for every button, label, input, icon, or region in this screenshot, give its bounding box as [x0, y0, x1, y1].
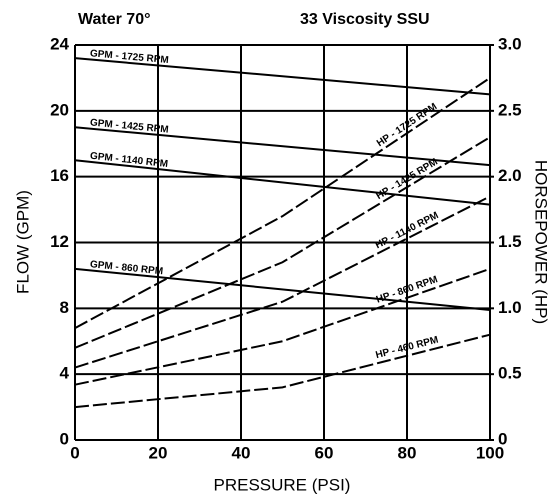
series-line	[74, 159, 491, 206]
y-tick-label: 4	[60, 364, 70, 383]
y-tick-label: 16	[50, 166, 69, 185]
x-axis-label: PRESSURE (PSI)	[214, 475, 351, 494]
y2-tick-label: 1.5	[498, 232, 522, 251]
y2-tick-label: 0.5	[498, 364, 522, 383]
series-label: GPM - 1140 RPM	[89, 151, 168, 170]
x-tick-label: 60	[315, 443, 334, 462]
y-tick-label: 12	[50, 232, 69, 251]
series-line	[74, 333, 491, 409]
y2-tick-label: 3.0	[498, 34, 522, 53]
y2-tick-label: 2.0	[498, 166, 522, 185]
chart-title: Water 70°	[78, 11, 151, 28]
y2-axis-label: HORSEPOWER (HP)	[532, 160, 551, 324]
chart-subtitle: 33 Viscosity SSU	[300, 11, 430, 28]
y2-tick-label: 2.5	[498, 100, 522, 119]
x-tick-label: 100	[476, 443, 504, 462]
y-axis-label: FLOW (GPM)	[13, 190, 32, 294]
series-line	[74, 195, 491, 369]
series-line	[74, 77, 491, 329]
y-tick-label: 8	[60, 298, 69, 317]
y-tick-label: 20	[50, 100, 69, 119]
series-line	[74, 267, 491, 311]
y-tick-label: 24	[50, 34, 69, 53]
series-line	[74, 136, 491, 349]
x-tick-label: 40	[232, 443, 251, 462]
y2-tick-label: 0	[498, 429, 507, 448]
y2-tick-label: 1.0	[498, 298, 522, 317]
series-line	[74, 57, 491, 96]
x-tick-label: 0	[70, 443, 79, 462]
y-tick-label: 0	[60, 429, 69, 448]
series-line	[74, 126, 491, 167]
x-tick-label: 80	[398, 443, 417, 462]
x-tick-label: 20	[149, 443, 168, 462]
